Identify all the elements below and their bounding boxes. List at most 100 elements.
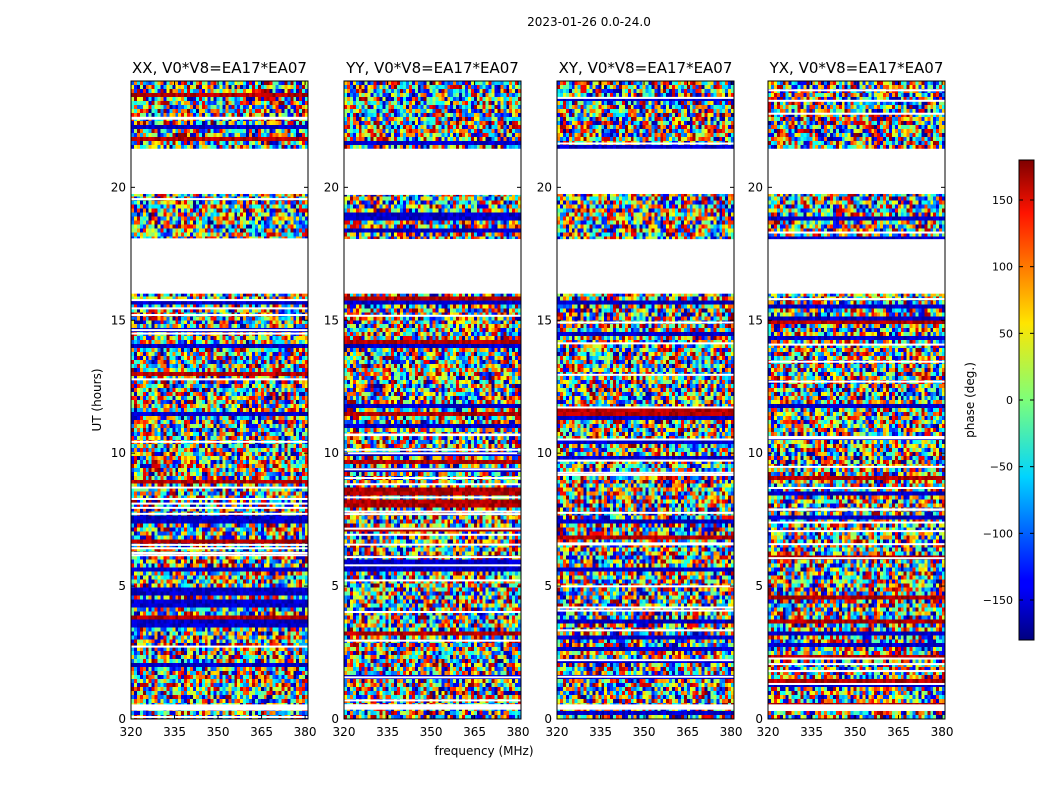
y-tick-label: 20 — [324, 180, 339, 194]
flagged-row — [768, 112, 945, 115]
colorbar-tick-label: −100 — [983, 527, 1013, 540]
y-tick-label: 5 — [755, 579, 763, 593]
x-tick-label: 350 — [207, 725, 230, 739]
x-tick-label: 380 — [931, 725, 954, 739]
flagged-row — [344, 513, 521, 516]
flagged-row — [768, 663, 945, 666]
flagged-gap — [344, 148, 521, 194]
flagged-row — [131, 506, 308, 509]
flagged-row — [131, 554, 308, 557]
panel-xx: XX, V0*V8=EA17*EA07 320 335 350 365 380 0 5 10 15… — [111, 59, 317, 739]
x-tick-label: 320 — [546, 725, 569, 739]
y-tick-label: 0 — [331, 712, 339, 726]
panel-yx: YX, V0*V8=EA17*EA07 320 335 350 365 380 0 5 10 15… — [748, 59, 954, 739]
y-tick-label: 20 — [748, 180, 763, 194]
x-tick-label: 320 — [120, 725, 143, 739]
panel-title: XX, V0*V8=EA17*EA07 — [132, 59, 307, 77]
flagged-row — [131, 117, 308, 120]
flagged-row — [131, 332, 308, 335]
colorbar-tick-label: 50 — [999, 327, 1013, 340]
flagged-row — [557, 542, 734, 545]
flagged-gap — [131, 239, 308, 294]
y-tick-label: 5 — [331, 579, 339, 593]
flagged-row — [768, 708, 945, 711]
flagged-row — [557, 471, 734, 474]
x-tick-label: 380 — [720, 725, 743, 739]
flagged-row — [344, 434, 521, 437]
flagged-gap — [557, 704, 734, 710]
flagged-row — [344, 510, 521, 513]
flagged-row — [557, 406, 734, 409]
colorbar: phase (deg.) 150 100 50 0 −50 −100 −150 — [963, 159, 1035, 641]
flagged-row — [768, 465, 945, 468]
y-tick-label: 15 — [111, 313, 126, 327]
y-tick-label: 15 — [537, 313, 552, 327]
x-tick-label: 335 — [589, 725, 612, 739]
y-tick-label: 5 — [118, 579, 126, 593]
flagged-row — [131, 486, 308, 489]
flagged-row — [557, 438, 734, 441]
y-axis-label: UT (hours) — [90, 368, 104, 431]
flagged-row — [768, 437, 945, 440]
flagged-row — [557, 321, 734, 324]
panel-frame — [556, 80, 735, 720]
flagged-row — [131, 198, 308, 201]
flagged-row — [131, 512, 308, 515]
flagged-row — [557, 659, 734, 662]
flagged-row — [131, 543, 308, 546]
flagged-gap — [131, 704, 308, 710]
panel-title: YY, V0*V8=EA17*EA07 — [345, 59, 519, 77]
flagged-row — [344, 543, 521, 546]
flagged-gap — [768, 704, 945, 710]
panel-xy: XY, V0*V8=EA17*EA07 320 335 350 365 380 0 5 10 15… — [537, 59, 743, 739]
flagged-row — [557, 96, 734, 99]
flagged-row — [131, 551, 308, 554]
y-tick-label: 15 — [748, 313, 763, 327]
flagged-row — [131, 329, 308, 332]
flagged-gap — [131, 148, 308, 194]
flagged-row — [131, 299, 308, 302]
flagged-row — [768, 682, 945, 685]
flagged-row — [131, 378, 308, 381]
flagged-gap — [344, 239, 521, 294]
flagged-row — [768, 380, 945, 383]
colorbar-tick-label: 150 — [992, 194, 1013, 207]
flagged-gap — [768, 148, 945, 194]
flagged-row — [768, 657, 945, 660]
colorbar-tick-label: −150 — [983, 594, 1013, 607]
flagged-row — [131, 307, 308, 310]
y-tick-label: 0 — [544, 712, 552, 726]
panel-frame — [767, 80, 946, 720]
flagged-row — [344, 699, 521, 702]
flagged-row — [557, 373, 734, 376]
flagged-gap — [557, 148, 734, 194]
flagged-row — [768, 298, 945, 301]
y-tick-label: 20 — [111, 180, 126, 194]
x-tick-label: 320 — [333, 725, 356, 739]
flagged-row — [344, 676, 521, 679]
flagged-row — [768, 99, 945, 102]
y-tick-label: 20 — [537, 180, 552, 194]
flagged-row — [131, 502, 308, 505]
flagged-row — [768, 557, 945, 560]
x-tick-label: 320 — [757, 725, 780, 739]
panel-yy: YY, V0*V8=EA17*EA07 320 335 350 365 380 0 5 10 15… — [324, 59, 530, 739]
figure-suptitle: 2023-01-26 0.0-24.0 — [527, 15, 651, 29]
flagged-row — [344, 483, 521, 486]
y-tick-label: 0 — [755, 712, 763, 726]
flagged-row — [557, 629, 734, 632]
colorbar-tick-label: −50 — [990, 461, 1013, 474]
x-tick-label: 365 — [463, 725, 486, 739]
flagged-row — [768, 436, 945, 439]
flagged-row — [768, 360, 945, 363]
x-tick-label: 335 — [376, 725, 399, 739]
panel-title: YX, V0*V8=EA17*EA07 — [769, 59, 944, 77]
flagged-row — [768, 89, 945, 92]
x-tick-label: 365 — [887, 725, 910, 739]
y-tick-label: 10 — [537, 446, 552, 460]
flagged-row — [131, 314, 308, 317]
flagged-row — [768, 543, 945, 546]
flagged-row — [344, 533, 521, 536]
